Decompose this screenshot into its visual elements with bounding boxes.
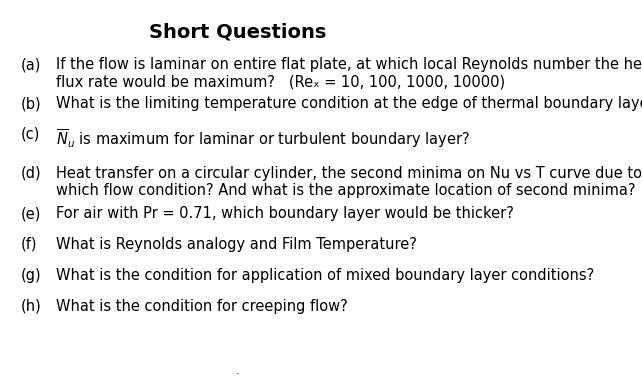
Text: What is the limiting temperature condition at the edge of thermal boundary layer: What is the limiting temperature conditi… — [56, 96, 642, 111]
Text: What is Reynolds analogy and Film Temperature?: What is Reynolds analogy and Film Temper… — [56, 237, 417, 252]
Text: For air with Pr = 0.71, which boundary layer would be thicker?: For air with Pr = 0.71, which boundary l… — [56, 206, 514, 221]
Text: $\overline{N}_{u}$ is maximum for laminar or turbulent boundary layer?: $\overline{N}_{u}$ is maximum for lamina… — [56, 127, 470, 149]
Text: (d): (d) — [21, 166, 41, 180]
Text: (e): (e) — [21, 206, 40, 221]
Text: (h): (h) — [21, 299, 41, 314]
Text: (a): (a) — [21, 58, 40, 72]
Text: (c): (c) — [21, 127, 40, 142]
Text: .: . — [236, 366, 240, 376]
Text: Heat transfer on a circular cylinder, the second minima on Nu vs T curve due to
: Heat transfer on a circular cylinder, th… — [56, 166, 642, 198]
Text: Short Questions: Short Questions — [150, 23, 327, 42]
Text: (f): (f) — [21, 237, 37, 252]
Text: What is the condition for creeping flow?: What is the condition for creeping flow? — [56, 299, 347, 314]
Text: What is the condition for application of mixed boundary layer conditions?: What is the condition for application of… — [56, 268, 594, 283]
Text: (b): (b) — [21, 96, 41, 111]
Text: (g): (g) — [21, 268, 41, 283]
Text: If the flow is laminar on entire flat plate, at which local Reynolds number the : If the flow is laminar on entire flat pl… — [56, 58, 642, 90]
